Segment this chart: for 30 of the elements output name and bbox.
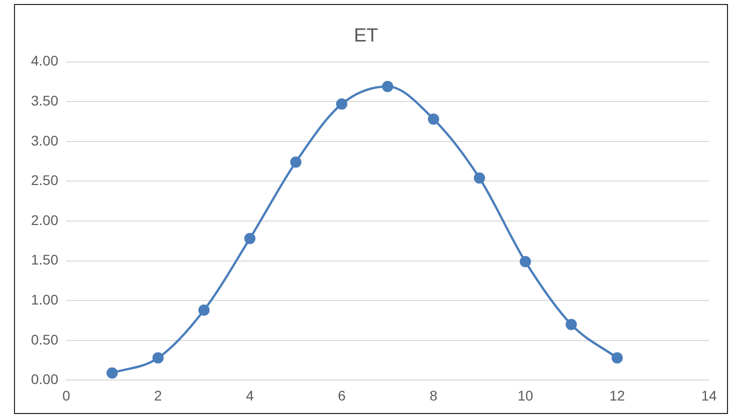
y-tick-label: 3.00 [31,132,58,148]
point [428,113,440,125]
point [106,367,118,379]
point [290,156,302,168]
x-tick-label: 6 [338,387,346,404]
x-tick-label: 4 [246,387,254,404]
point [336,98,348,110]
y-tick-label: 2.00 [31,212,58,228]
y-tick-label: 1.00 [31,291,58,308]
x-tick-label: 14 [701,387,717,404]
point [520,256,531,268]
y-tick-label: 4.00 [31,52,58,69]
y-tick-label: 2.50 [31,172,58,188]
chart-title: ET [354,26,379,47]
x-tick-label: 12 [609,387,626,404]
y-tick-label: 3.50 [31,92,58,108]
point [152,352,164,364]
point [566,318,577,330]
x-tick-label: 10 [518,387,534,404]
x-tick-label: 0 [62,387,70,404]
point [612,352,623,364]
point [382,80,394,92]
x-tick-label: 2 [154,387,162,404]
y-tick-label: 0.00 [31,371,58,388]
y-tick-label: 1.50 [31,252,58,268]
y-tick-label: 0.50 [31,331,58,348]
point [474,172,486,184]
point [198,304,210,316]
x-tick-label: 8 [430,387,438,404]
point [244,232,256,244]
